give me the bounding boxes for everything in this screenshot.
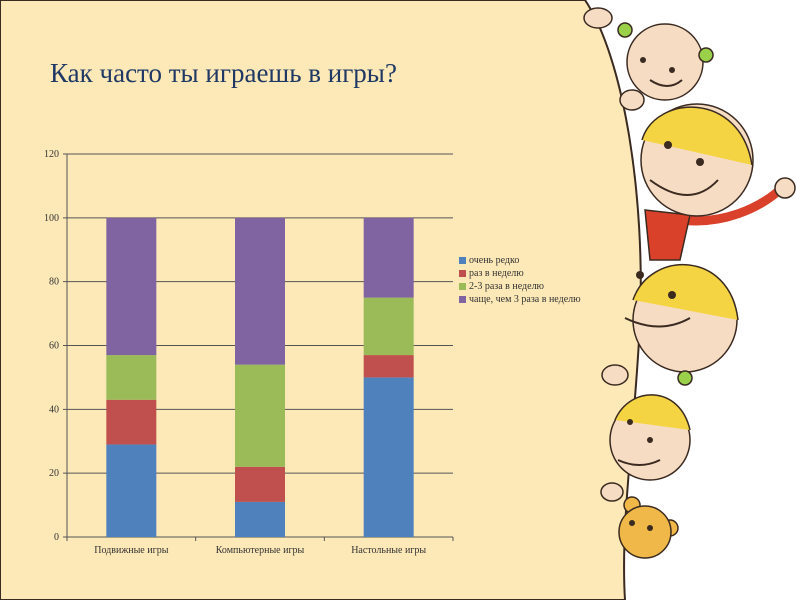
legend-item: 2-3 раза в неделю: [459, 280, 581, 293]
kid-face-icon: [626, 23, 704, 101]
legend-swatch: [459, 270, 466, 277]
legend-swatch: [459, 257, 466, 264]
bar-segment-2: [363, 297, 414, 356]
y-tick-label: 120: [44, 149, 59, 160]
bar-segment-1: [106, 399, 157, 445]
x-tick-label: Компьютерные игры: [216, 545, 305, 556]
bar-segment-3: [106, 217, 157, 356]
y-tick-label: 0: [54, 532, 59, 543]
bar-segment-1: [363, 355, 414, 378]
bar-segment-2: [106, 355, 157, 400]
legend-item: очень редко: [459, 254, 581, 267]
bar-segment-3: [235, 217, 285, 365]
x-tick-label: Подвижные игры: [94, 545, 168, 556]
bar-segment-0: [235, 501, 285, 537]
y-tick-label: 20: [49, 468, 59, 479]
teddy-bear-icon: [618, 505, 672, 559]
legend-item: чаще, чем 3 раза в неделю: [459, 293, 581, 306]
bar-segment-1: [235, 466, 285, 502]
y-tick-label: 100: [44, 213, 59, 224]
legend-label: раз в неделю: [469, 268, 524, 279]
y-tick-label: 60: [49, 341, 59, 352]
y-tick-label: 40: [49, 404, 59, 415]
x-tick-label: Настольные игры: [351, 545, 426, 556]
y-tick-label: 80: [49, 277, 59, 288]
bar-segment-3: [363, 217, 414, 298]
legend-label: чаще, чем 3 раза в неделю: [469, 294, 581, 305]
legend-swatch: [459, 283, 466, 290]
slide-title: Как часто ты играешь в игры?: [50, 58, 397, 88]
bar-segment-0: [363, 377, 414, 537]
bar-segment-2: [235, 364, 285, 467]
legend-swatch: [459, 296, 466, 303]
legend-label: 2-3 раза в неделю: [469, 281, 545, 292]
chart-legend: очень редко раз в неделю 2-3 раза в неделю…: [459, 254, 581, 306]
legend-item: раз в неделю: [459, 267, 581, 280]
bar-segment-0: [106, 444, 157, 537]
legend-label: очень редко: [469, 255, 520, 266]
